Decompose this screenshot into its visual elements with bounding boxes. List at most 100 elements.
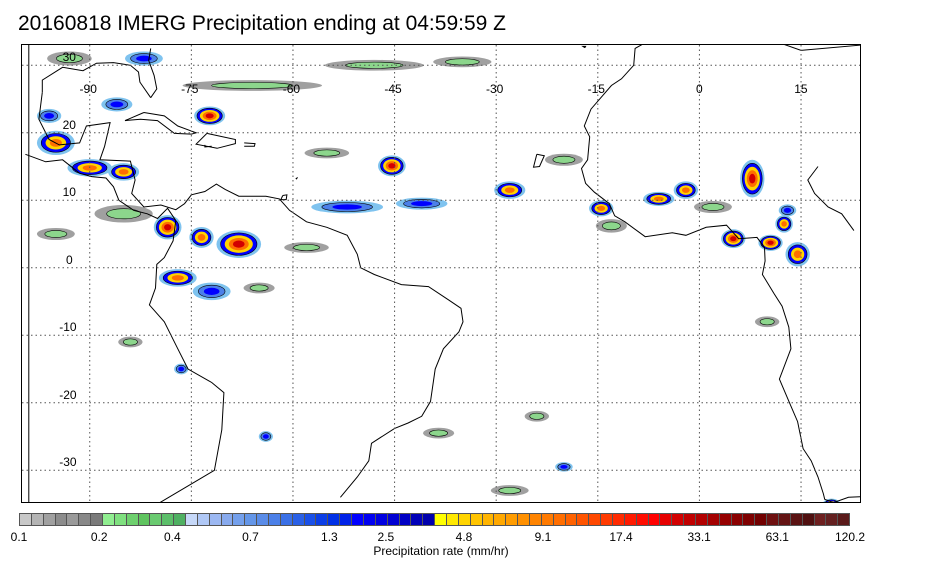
colorbar-swatch [186, 514, 198, 525]
colorbar-swatch [814, 514, 827, 525]
colorbar-swatch [838, 514, 850, 525]
colorbar-swatch [446, 514, 459, 525]
colorbar-swatch [684, 514, 696, 525]
colorbar-swatch [91, 514, 104, 525]
lake-chad-basin [807, 166, 855, 231]
colorbar-swatch [114, 514, 127, 525]
precip-cell [108, 163, 140, 181]
map-panel[interactable]: -90 -75 -60 -45 -30 -15 0 15 30 20 10 0 -10 -20 -30 [21, 44, 861, 503]
colorbar-swatch [612, 514, 625, 525]
precip-cell [490, 485, 529, 496]
precip-cell [101, 97, 133, 112]
colorbar-swatch [245, 514, 258, 525]
colorbar-swatch [375, 514, 388, 525]
coastline-africa-west [580, 45, 860, 502]
precip-cell [423, 427, 455, 439]
colorbar-swatch [589, 514, 602, 525]
colorbar-swatch [55, 514, 68, 525]
colorbar-swatch [363, 514, 376, 525]
precip-cell [258, 431, 273, 442]
precip-cell [595, 219, 627, 233]
coastline-puerto-rico [244, 142, 256, 147]
colorbar-swatch [174, 514, 187, 525]
colorbar-swatch [411, 514, 424, 525]
colorbar-swatch [31, 514, 44, 525]
lon-tick-label: -30 [485, 82, 504, 96]
colorbar-swatch [506, 514, 519, 525]
colorbar-swatch [494, 514, 507, 525]
colorbar-swatch [304, 514, 317, 525]
coastline-cape-verde [532, 153, 546, 168]
colorbar-swatch [435, 514, 447, 525]
colorbar-swatch [352, 514, 364, 525]
colorbar-swatch [565, 514, 578, 525]
precip-cell [775, 215, 793, 233]
coastline-trinidad [279, 194, 288, 201]
precip-cell [304, 147, 350, 159]
precip-cell [433, 56, 492, 68]
colorbar-tick-label: 1.3 [321, 530, 338, 544]
colorbar-swatch [470, 514, 483, 525]
precip-cell [524, 410, 549, 422]
precip-cell [189, 226, 214, 248]
colorbar-title: Precipitation rate (mm/hr) [373, 544, 509, 558]
colorbar-swatch [458, 514, 471, 525]
lat-tick-label: 30 [62, 50, 76, 65]
colorbar-swatch [672, 514, 685, 525]
lon-tick-label: -75 [181, 82, 199, 96]
lon-tick-label: 15 [794, 82, 808, 96]
colorbar-swatch [767, 514, 779, 525]
colorbar-tick-label: 9.1 [534, 530, 552, 544]
colorbar-swatch [209, 514, 222, 525]
precip-cell [395, 197, 448, 210]
precip-cell [785, 242, 810, 267]
colorbar-swatch [328, 514, 341, 525]
precip-cell [216, 230, 262, 258]
colorbar-swatch [387, 514, 400, 525]
precip-cell [192, 282, 231, 301]
coastline-layer [25, 45, 860, 502]
precip-cell [755, 316, 780, 328]
colorbar-swatch [660, 514, 673, 525]
colorbar-swatch [577, 514, 590, 525]
precip-cell [494, 181, 526, 199]
map-title: 20160818 IMERG Precipitation ending at 0… [18, 12, 506, 35]
colorbar-swatch [340, 514, 353, 525]
precip-cell [694, 200, 732, 214]
precip-cell [643, 191, 675, 206]
coastline-americas-east [38, 92, 464, 498]
map-canvas[interactable] [22, 45, 861, 503]
precip-cell [740, 159, 765, 198]
colorbar-swatch [731, 514, 744, 525]
colorbar-swatch [624, 514, 637, 525]
precip-cell [284, 242, 329, 253]
colorbar-swatch [707, 514, 720, 525]
precip-cell [94, 205, 153, 223]
lon-tick-label: -90 [79, 82, 97, 96]
colorbar-tick-label: 33.1 [687, 530, 711, 544]
precip-cell [118, 336, 143, 348]
colorbar-swatch [20, 514, 32, 525]
colorbar-swatch [292, 514, 305, 525]
lat-tick-label: 20 [62, 117, 76, 132]
precip-cell [174, 363, 189, 375]
coastline-barbados [295, 176, 299, 180]
precip-cell [158, 269, 197, 287]
colorbar-tick-label: 0.4 [163, 530, 181, 544]
precip-cell [22, 502, 36, 503]
colorbar-swatch [755, 514, 768, 525]
precip-cell [778, 204, 797, 217]
precip-cell [721, 229, 746, 249]
colorbar-tick-label: 2.5 [377, 530, 395, 544]
precipitation-layer [22, 51, 840, 503]
colorbar-swatch [423, 514, 436, 525]
colorbar-swatch [126, 514, 139, 525]
colorbar-swatch [233, 514, 246, 525]
colorbar-swatch [150, 514, 163, 525]
colorbar [19, 513, 850, 526]
colorbar-swatch [269, 514, 281, 525]
colorbar-swatch [648, 514, 661, 525]
colorbar-swatch [636, 514, 649, 525]
lat-tick-label: 10 [62, 185, 76, 200]
colorbar-swatch [541, 514, 554, 525]
